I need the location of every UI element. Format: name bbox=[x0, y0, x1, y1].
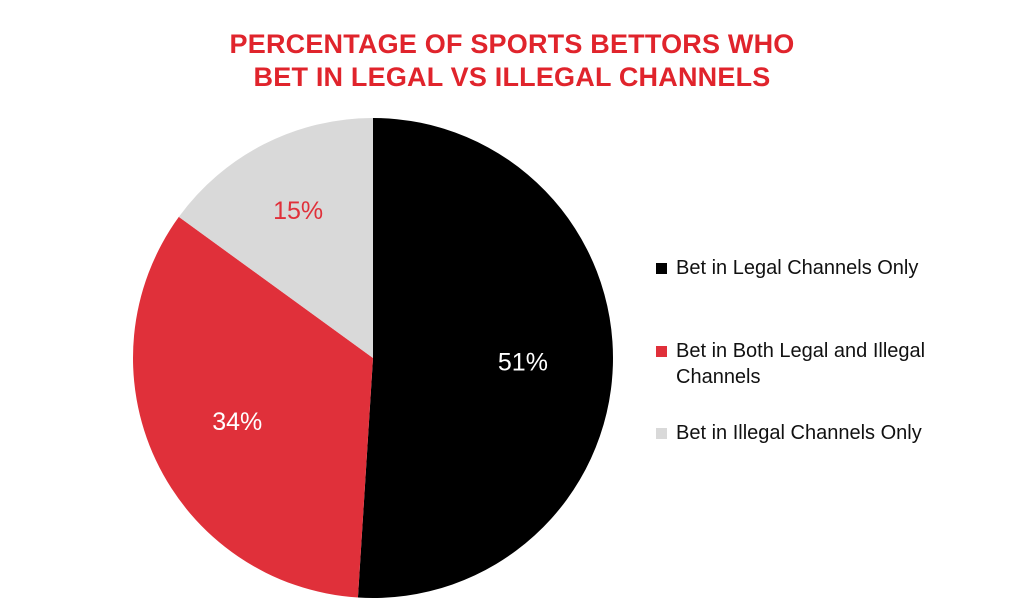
legend-swatch-both bbox=[656, 346, 667, 357]
legend-label-both: Bet in Both Legal and Illegal Channels bbox=[676, 340, 926, 388]
pie-slice-legal-only bbox=[357, 118, 613, 598]
pie-slice-both bbox=[132, 216, 373, 598]
legend-item-both: Bet in Both Legal and Illegal Channels bbox=[656, 338, 976, 390]
legend-swatch-legal-only bbox=[656, 263, 667, 274]
pie-slice-illegal-only bbox=[178, 118, 373, 358]
chart-title: PERCENTAGE OF SPORTS BETTORS WHO BET IN … bbox=[0, 28, 1024, 94]
chart-title-line-1: PERCENTAGE OF SPORTS BETTORS WHO bbox=[229, 29, 795, 59]
pie-label-illegal-only: 15% bbox=[273, 197, 323, 225]
legend-item-legal-only: Bet in Legal Channels Only bbox=[656, 255, 976, 281]
pie-label-both: 34% bbox=[212, 408, 262, 436]
chart-title-line-2: BET IN LEGAL VS ILLEGAL CHANNELS bbox=[253, 62, 771, 92]
legend-swatch-illegal-only bbox=[656, 428, 667, 439]
legend-item-illegal-only: Bet in Illegal Channels Only bbox=[656, 420, 976, 446]
pie-label-legal-only: 51% bbox=[498, 349, 548, 377]
legend-label-legal-only: Bet in Legal Channels Only bbox=[676, 257, 919, 279]
legend-label-illegal-only: Bet in Illegal Channels Only bbox=[676, 422, 922, 444]
